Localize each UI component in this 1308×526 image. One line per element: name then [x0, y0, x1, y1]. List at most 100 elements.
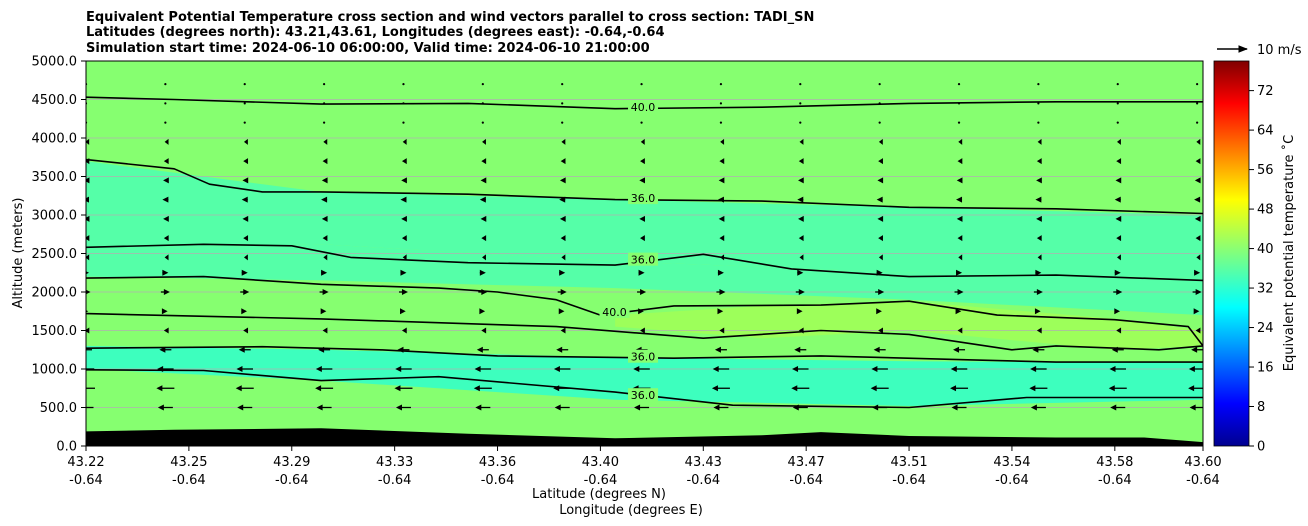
- y-tick-label-2: 1000.0: [32, 363, 78, 378]
- wind-vector-head: [1116, 235, 1122, 242]
- wind-vector: [795, 289, 805, 295]
- wind-vector-head: [877, 177, 884, 184]
- wind-vector: [1116, 235, 1122, 242]
- wind-vector: [86, 235, 90, 242]
- y-tick-label-7: 3500.0: [32, 170, 78, 185]
- wind-vector: [235, 385, 254, 392]
- contour-line-2: [86, 243, 1203, 282]
- wind-vector-head: [1037, 254, 1042, 261]
- wind-vector-head: [956, 196, 963, 203]
- wind-vector-head: [321, 177, 328, 184]
- wind-vector-head: [711, 385, 718, 392]
- wind-vector-head: [561, 254, 566, 261]
- wind-vector-point: [1196, 102, 1199, 105]
- wind-vector-head: [164, 138, 169, 145]
- wind-vector-head: [1115, 215, 1122, 222]
- wind-vector: [873, 346, 886, 353]
- wind-vector: [878, 158, 883, 165]
- wind-vector-head: [157, 404, 164, 411]
- wind-vector: [561, 121, 564, 124]
- wind-vector-head: [1194, 269, 1201, 276]
- wind-vector-head: [162, 196, 169, 203]
- wind-vector: [479, 308, 486, 315]
- wind-vector-head: [323, 138, 328, 145]
- wind-vector-head: [1195, 158, 1201, 165]
- wind-vector-head: [950, 385, 957, 392]
- wind-vector: [958, 138, 963, 145]
- wind-vector: [321, 269, 328, 276]
- wind-vector-head: [714, 346, 721, 353]
- wind-vector-head: [876, 196, 883, 203]
- wind-vector: [640, 327, 645, 334]
- wind-vector: [957, 327, 963, 334]
- wind-vector-head: [482, 254, 486, 261]
- wind-vector: [957, 83, 961, 86]
- wind-vector-head: [639, 177, 646, 184]
- x-tick-label-lon-11: -0.64: [1186, 473, 1220, 488]
- title-line-2: Latitudes (degrees north): 43.21,43.61, …: [86, 25, 665, 40]
- wind-vector-head: [401, 215, 407, 222]
- wind-vector: [315, 385, 334, 392]
- wind-vector-head: [321, 196, 328, 203]
- colorbar-tick-label-6: 48: [1257, 203, 1274, 218]
- wind-vector-point: [957, 83, 961, 86]
- wind-vector-head: [86, 215, 90, 222]
- wind-vector: [561, 254, 566, 261]
- wind-vector-head: [639, 215, 646, 222]
- wind-vector: [243, 327, 249, 334]
- wind-vector: [797, 196, 804, 203]
- wind-vector: [322, 327, 328, 334]
- wind-vector-head: [559, 177, 566, 184]
- wind-vector-head: [878, 138, 883, 145]
- wind-vector: [719, 102, 723, 105]
- wind-vector: [719, 327, 725, 334]
- wind-vector: [554, 404, 570, 411]
- wind-vector: [402, 254, 407, 261]
- wind-vector: [791, 385, 810, 392]
- wind-vector: [875, 289, 885, 295]
- wind-vector-head: [402, 254, 407, 261]
- wind-vector: [639, 177, 646, 184]
- wind-vector: [956, 269, 963, 276]
- wind-vector: [1033, 289, 1043, 295]
- x-tick-label-lon-4: -0.64: [481, 473, 515, 488]
- wind-vector-head: [873, 346, 880, 353]
- wind-vector: [401, 235, 407, 242]
- wind-vector: [1194, 215, 1201, 222]
- wind-vector-head: [401, 158, 407, 165]
- wind-vector: [799, 102, 802, 105]
- wind-vector-head: [243, 138, 248, 145]
- colorbar-tick-label-9: 72: [1257, 84, 1274, 99]
- wind-vector-point: [1116, 83, 1119, 86]
- wind-vector-head: [162, 269, 169, 276]
- wind-vector-head: [558, 308, 565, 315]
- wind-vector-head: [560, 158, 566, 165]
- wind-vector-head: [717, 269, 724, 276]
- wind-vector-head: [958, 138, 963, 145]
- wind-vector-point: [878, 121, 881, 124]
- wind-vector-head: [1110, 404, 1117, 411]
- wind-vector-point: [719, 121, 723, 124]
- colorbar: 0 8 16 24 32 40 48 56 64 72: [1213, 60, 1274, 455]
- wind-vector-head: [86, 327, 90, 334]
- wind-vector: [1116, 83, 1119, 86]
- wind-vector-head: [242, 215, 249, 222]
- wind-vector: [401, 177, 407, 184]
- wind-vector-head: [241, 269, 248, 276]
- wind-vector-head: [958, 254, 963, 261]
- wind-vector-head: [556, 346, 563, 353]
- wind-vector: [163, 235, 169, 242]
- wind-vector-head: [1108, 385, 1115, 392]
- wind-vector: [1196, 254, 1201, 261]
- wind-vector: [956, 196, 963, 203]
- wind-vector: [482, 138, 486, 145]
- wind-vector: [400, 196, 407, 203]
- wind-vector-point: [243, 83, 246, 86]
- y-tick-label-1: 500.0: [40, 401, 77, 416]
- wind-vector: [474, 366, 492, 372]
- x-tick-label-lat-9: 43.54: [993, 455, 1030, 470]
- wind-vector-head: [957, 327, 963, 334]
- wind-vector: [86, 327, 90, 334]
- wind-vector-head: [164, 254, 169, 261]
- wind-vector: [955, 308, 962, 315]
